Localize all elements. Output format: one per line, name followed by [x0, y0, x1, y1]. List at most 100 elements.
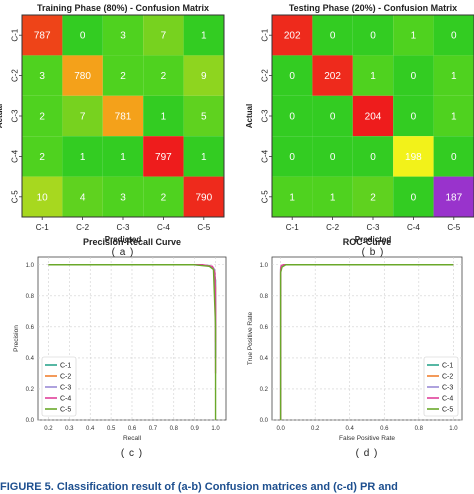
panel-caption: ( b ) [362, 247, 385, 258]
matrix-cell [143, 176, 184, 217]
y-tick-label: 0.6 [260, 325, 269, 331]
panel-caption: ( d ) [356, 448, 379, 459]
figure-caption: FIGURE 5. Classification result of (a-b)… [0, 481, 398, 493]
y-tick-label: C-3 [260, 109, 269, 122]
matrix-cell [272, 95, 313, 137]
matrix-cell-value: 0 [411, 192, 417, 203]
matrix-cell-value: 2 [39, 112, 45, 123]
matrix-cell [352, 95, 394, 137]
matrix-cell-value: 790 [195, 192, 212, 203]
legend-label: C-4 [442, 396, 453, 403]
matrix-cell [312, 176, 353, 217]
matrix-cell [352, 176, 394, 217]
confusion-matrix-1: Training Phase (80%) - Confusion Matrix 7… [0, 3, 225, 258]
matrix-cell [312, 95, 353, 137]
x-tick-label: 0.8 [415, 426, 424, 432]
y-tick-label: 0.6 [26, 325, 35, 331]
y-axis-label: Actual [0, 104, 4, 128]
x-tick-label: C-1 [286, 223, 299, 232]
y-tick-label: 0.0 [260, 418, 269, 424]
matrix-cell [393, 136, 434, 177]
x-axis-label: Predicted [105, 235, 142, 244]
legend: C-1 C-2 C-3 C-4 C-5 [423, 356, 459, 417]
legend-label: C-1 [442, 363, 453, 370]
matrix-cell-value: 0 [289, 152, 295, 163]
x-tick-label: 0.4 [86, 426, 95, 432]
y-tick-label: 0.4 [26, 356, 35, 362]
matrix-cell-value: 1 [370, 71, 376, 82]
matrix-cell-value: 0 [330, 152, 336, 163]
line-chart-3: Precision-Recall Curve 0.2 0.3 0.4 0.5 0.6 0.7… [13, 237, 227, 459]
y-tick-label: C-2 [10, 69, 19, 82]
legend-label: C-5 [442, 407, 453, 414]
x-tick-label: 0.6 [380, 426, 389, 432]
matrix-cell [62, 55, 103, 96]
matrix-cell [102, 95, 144, 137]
matrix-cell [393, 176, 434, 217]
matrix-cell-value: 3 [39, 71, 45, 82]
matrix-cell-value: 787 [34, 31, 51, 42]
matrix-cell-value: 2 [161, 71, 167, 82]
matrix-cell-value: 2 [39, 152, 45, 163]
matrix-cell-value: 4 [80, 192, 86, 203]
matrix-cell-value: 780 [74, 71, 91, 82]
y-tick-label: 1.0 [26, 263, 35, 269]
matrix-cell [62, 136, 103, 177]
x-tick-label: 0.9 [190, 426, 199, 432]
matrix-cell-value: 0 [411, 112, 417, 123]
matrix-cell [22, 176, 63, 217]
matrix-cell [143, 136, 184, 177]
x-tick-label: 0.2 [44, 426, 53, 432]
y-axis-label: Actual [245, 104, 254, 128]
matrix-cell-value: 1 [451, 112, 457, 123]
matrix-cell [272, 176, 313, 217]
x-tick-label: 0.0 [276, 426, 285, 432]
matrix-cell-value: 0 [289, 71, 295, 82]
matrix-cell-value: 0 [330, 112, 336, 123]
legend-box [41, 356, 77, 417]
matrix-cell [62, 15, 103, 56]
line-chart-4: ROC-Curve 0.0 0.2 0.4 0.6 0.8 1.0 0.0 0.2 0.4 0.6 0… [247, 237, 463, 459]
matrix-cell-value: 3 [120, 31, 126, 42]
matrix-cell [183, 176, 224, 217]
matrix-cell [393, 95, 434, 137]
matrix-cell-value: 2 [370, 192, 376, 203]
matrix-cell-value: 1 [161, 112, 167, 123]
matrix-cell-value: 9 [201, 71, 207, 82]
y-tick-label: C-1 [260, 28, 269, 41]
matrix-cell-value: 0 [80, 31, 86, 42]
legend-label: C-3 [60, 385, 71, 392]
series-line-c-5 [48, 264, 217, 420]
matrix-cell [183, 55, 224, 96]
matrix-cell-value: 1 [120, 152, 126, 163]
matrix-title: Testing Phase (20%) - Confusion Matrix [289, 3, 457, 13]
matrix-cell [22, 55, 63, 96]
matrix-cell [433, 136, 474, 177]
matrix-cell [102, 55, 144, 96]
y-tick-label: C-1 [10, 28, 19, 41]
matrix-cell [102, 176, 144, 217]
y-tick-label: 0.0 [26, 418, 35, 424]
confusion-matrix-2: Testing Phase (20%) - Confusion Matrix20… [245, 3, 474, 258]
y-tick-label: 0.8 [26, 294, 35, 300]
x-tick-label: 0.2 [311, 426, 320, 432]
matrix-cell [143, 55, 184, 96]
panel-caption: ( c ) [121, 448, 143, 459]
x-tick-label: 0.6 [128, 426, 137, 432]
x-tick-label: C-5 [447, 223, 460, 232]
matrix-cell [62, 176, 103, 217]
matrix-cell-value: 5 [201, 112, 207, 123]
x-axis-label: Recall [123, 435, 142, 442]
matrix-cell-value: 204 [365, 112, 382, 123]
y-tick-label: C-3 [10, 109, 19, 122]
legend-label: C-5 [60, 407, 71, 414]
x-tick-label: C-2 [76, 223, 89, 232]
x-tick-label: 0.8 [170, 426, 179, 432]
x-axis-label: False Positive Rate [339, 435, 395, 442]
matrix-cell-value: 0 [411, 71, 417, 82]
matrix-cell [62, 95, 103, 137]
legend-box [423, 356, 459, 417]
matrix-cell [312, 136, 353, 177]
matrix-cell [312, 15, 353, 56]
matrix-cell-value: 198 [405, 152, 422, 163]
